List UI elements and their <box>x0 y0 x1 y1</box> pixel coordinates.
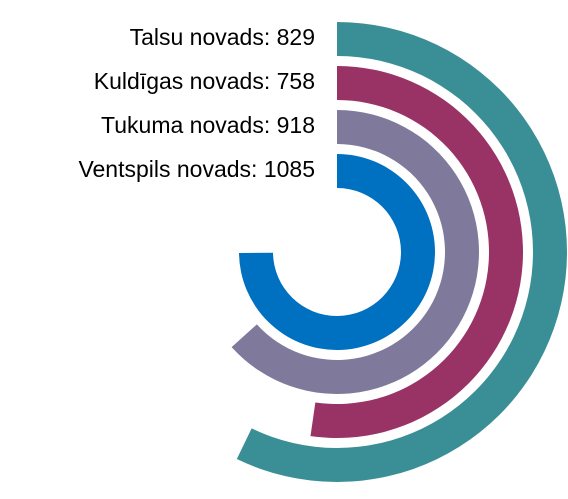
bar-label: Ventspils novads: 1085 <box>78 156 315 182</box>
radial-bar <box>239 154 435 350</box>
radial-bar <box>231 110 479 394</box>
bar-label: Tukuma novads: 918 <box>101 112 315 138</box>
radial-bar <box>310 66 523 438</box>
bar-label: Talsu novads: 829 <box>130 24 315 50</box>
bar-label: Kuldīgas novads: 758 <box>94 68 315 94</box>
